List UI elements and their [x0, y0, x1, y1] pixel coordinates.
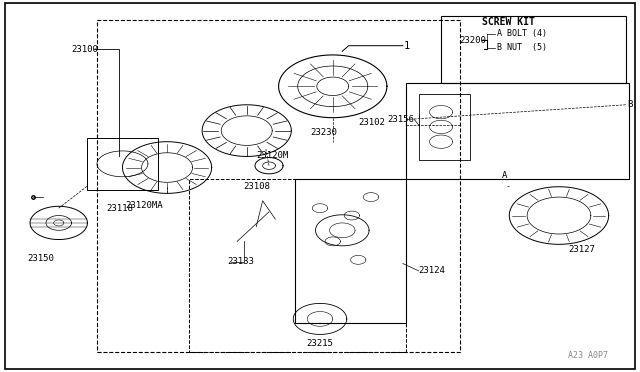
Bar: [97, 20, 460, 352]
Bar: [406, 83, 629, 179]
Text: 23120MA: 23120MA: [125, 201, 163, 210]
Text: 23200: 23200: [459, 36, 486, 45]
Text: SCREW KIT: SCREW KIT: [481, 17, 534, 27]
Bar: [294, 179, 406, 323]
Bar: [441, 16, 626, 83]
Text: 23120M: 23120M: [256, 151, 289, 160]
Text: 23150: 23150: [27, 254, 54, 263]
Text: 23127: 23127: [568, 245, 595, 254]
Bar: [419, 94, 470, 160]
Text: B: B: [627, 100, 632, 109]
Text: 1: 1: [404, 41, 410, 51]
Text: A BOLT (4): A BOLT (4): [497, 29, 547, 38]
Text: A23 A0P7: A23 A0P7: [568, 350, 607, 359]
Text: 23124: 23124: [419, 266, 445, 275]
Text: 23215: 23215: [307, 339, 333, 348]
Text: 23100: 23100: [72, 45, 99, 54]
Text: 23102: 23102: [358, 118, 385, 127]
Text: 23108: 23108: [244, 182, 271, 191]
Text: 23118: 23118: [106, 205, 132, 214]
Text: A: A: [502, 171, 508, 180]
Bar: [189, 179, 406, 352]
Text: 23133: 23133: [228, 257, 255, 266]
Text: B NUT  (5): B NUT (5): [497, 43, 547, 52]
Text: 23230: 23230: [310, 128, 337, 137]
Text: 23156: 23156: [387, 115, 414, 124]
